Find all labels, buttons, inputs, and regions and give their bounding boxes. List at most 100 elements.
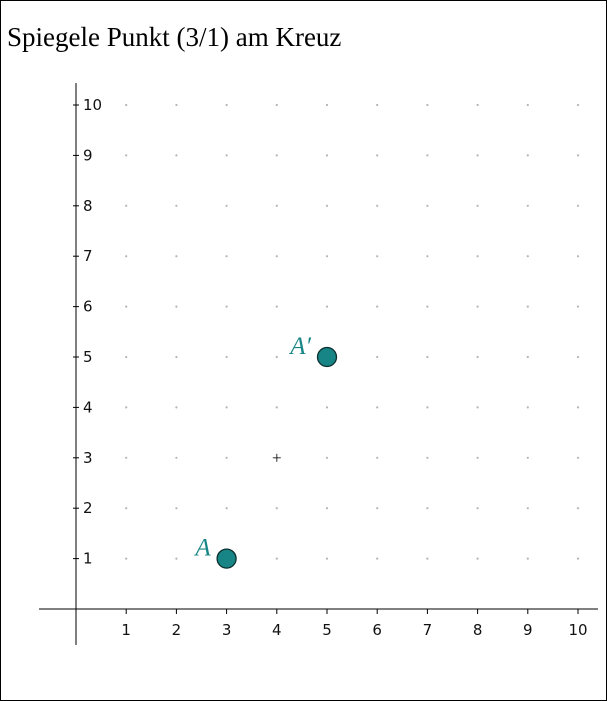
grid-dot [275,204,278,207]
grid-dot [426,305,429,308]
grid-dot [175,456,178,459]
grid-dot [576,305,580,308]
grid-dot [476,456,479,459]
axes [39,83,598,645]
grid-dot [125,154,128,157]
y-tick-label: 1 [83,550,93,568]
point-a-prime-label: A′ [288,333,311,360]
grid-dot [225,507,228,510]
point-a-label: A [193,535,211,562]
grid-dot [426,154,429,157]
grid-dot [325,557,329,560]
grid-dot [526,406,529,409]
grid-dot [576,204,580,207]
grid-dot [225,355,228,359]
grid-dot [476,154,479,157]
x-tick-label: 1 [121,621,131,639]
grid-dot [175,255,178,258]
y-tick-label: 7 [83,247,93,265]
grid-dot [175,355,178,359]
grid-dot [576,406,580,409]
grid-dot [576,507,580,510]
grid-dot [125,355,128,359]
grid-dot [325,103,329,107]
grid-dot [576,103,580,107]
y-tick-label: 8 [83,197,93,215]
y-tick-label: 6 [83,298,93,316]
grid-dot [125,406,128,409]
grid-dot [376,255,379,258]
point-a-prime [316,346,338,368]
grid-dot [175,204,178,207]
grid-dot [175,305,178,308]
grid-dot [526,255,529,258]
grid-dot [125,557,128,560]
grid-dot [175,406,178,409]
grid-dot [125,507,128,510]
grid-dot [275,355,278,359]
grid-dot [325,204,329,207]
grid-dot [275,305,278,308]
y-tick-label: 9 [83,146,93,164]
x-tick-label: 6 [372,621,382,639]
y-tick-label: 2 [83,499,93,517]
grid-dot [526,557,529,560]
grid-dot [275,255,278,258]
grid-dot [225,255,228,258]
grid-dot [125,204,128,207]
axis-ticks: 1 2 3 4 5 6 7 8 9 10 1 2 3 4 5 6 7 8 9 10 [73,96,588,639]
y-tick-label: 5 [83,348,93,366]
grid-dot [476,204,479,207]
grid-dot [325,406,329,409]
grid-dot [275,154,278,157]
grid-dot [476,103,479,107]
grid-dot [476,406,479,409]
grid-dot [225,103,228,107]
x-tick-label: 10 [568,621,587,639]
grid-dot [426,355,429,359]
grid-dot [426,204,429,207]
grid-dot [275,557,278,560]
y-tick-label: 3 [83,449,93,467]
grid-dot [476,255,479,258]
grid-dot [376,305,379,308]
grid-dot [476,355,479,359]
grid-dot [175,557,178,560]
grid-dot [376,507,379,510]
x-tick-label: 3 [222,621,232,639]
grid-dot [476,557,479,560]
grid-dot [325,154,329,157]
x-tick-label: 9 [523,621,533,639]
grid-dot [526,456,529,459]
grid-dot [225,204,228,207]
grid-dot [175,507,178,510]
grid-dot [376,456,379,459]
grid-dot [576,557,580,560]
grid-dot [275,103,278,107]
x-tick-label: 2 [172,621,182,639]
grid-dot [376,557,379,560]
grid-dot [426,255,429,258]
grid-dot [526,355,529,359]
x-tick-label: 8 [473,621,483,639]
y-tick-label: 4 [83,398,93,416]
grid-dot [225,456,228,459]
x-tick-label: 7 [423,621,433,639]
grid-dot [325,456,329,459]
grid-dot [125,456,128,459]
grid-dot [526,103,529,107]
grid-dot [476,305,479,308]
grid-dot [526,154,529,157]
task-title: Spiegele Punkt (3/1) am Kreuz [7,22,342,52]
grid-dot [576,456,580,459]
grid-dot [576,154,580,157]
point-a [216,548,237,569]
grid-dot [225,406,228,409]
grid-dot [275,406,278,409]
grid-dot [426,103,429,107]
x-tick-label: 4 [272,621,282,639]
grid-dots [125,103,580,560]
grid-dot [426,406,429,409]
